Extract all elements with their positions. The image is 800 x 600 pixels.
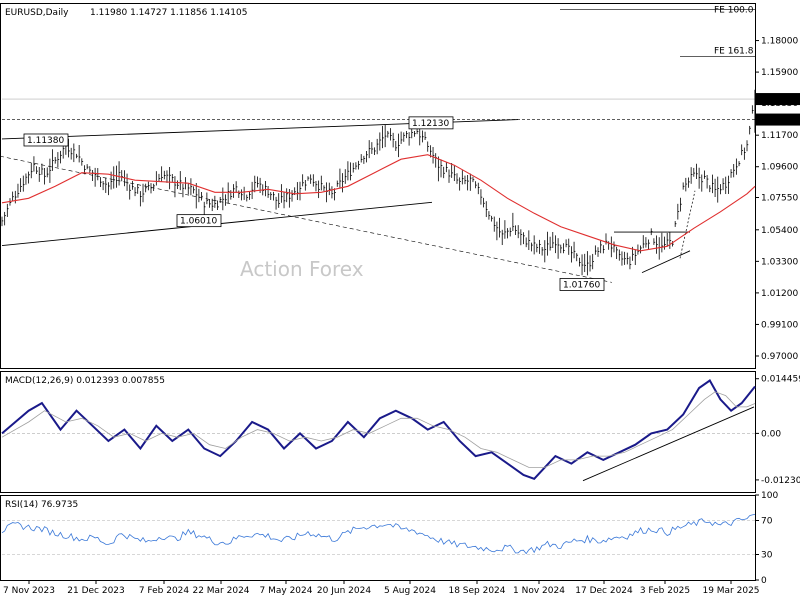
annotation-1-06010: 1.06010 [180,217,217,227]
rsi-y-tick-label: 100 [761,491,778,501]
breakout-line [679,190,696,259]
annotation-1-01760-box [559,278,605,291]
x-tick-label: 1 Nov 2024 [513,586,565,596]
macd-y-tick-label: 0.00 [761,429,781,439]
main-y-tick-label: 1.11700 [761,131,798,141]
macd-line [1,379,756,480]
rsi-y-tick-label: 0 [761,576,767,586]
annotation-1-06010-box [176,214,222,228]
rsi-pane-frame [0,495,756,581]
annotation-1-01760: 1.01760 [563,280,600,290]
macd-y-tick-label: 0.014459 [761,375,800,385]
macd-pane-frame [0,371,756,493]
dashed-trendline [0,155,613,283]
main-y-tick-label: 1.07550 [761,194,798,204]
macd-signal-line [1,391,756,468]
chart-ohlc: 1.11980 1.14727 1.11856 1.14105 [90,8,247,18]
main-y-tick-label: 1.01200 [761,289,798,299]
macd-title: MACD(12,26,9) 0.012393 0.007855 [5,376,165,386]
watermark: Action Forex [240,257,364,281]
macd-trendline [582,406,755,482]
current-price-label: 1.14105 [759,95,796,105]
x-tick-label: 21 Dec 2023 [67,586,125,596]
rsi-line [1,514,756,555]
current-price-box [756,93,800,106]
annotation-1-11380-box [23,133,69,147]
main-y-tick-label: 1.09600 [761,163,798,173]
x-tick-label: 7 May 2024 [260,586,313,596]
triangle-bottom-line [641,250,691,274]
main-y-tick-label: 1.05400 [761,226,798,236]
price-bars [1,99,757,276]
x-tick-label: 17 Dec 2024 [575,586,633,596]
main-y-tick-label: 1.18000 [761,37,798,47]
annotation-1-12130-box [408,116,454,130]
fe161-label: FE 161.8 [714,46,754,56]
rsi-title: RSI(14) 76.9735 [5,500,78,510]
main-y-tick-label: 0.97000 [761,352,798,362]
main-y-tick-label: 0.99100 [761,320,798,330]
annotation-1-12130: 1.12130 [412,119,449,129]
main-y-tick-label: 1.03300 [761,257,798,267]
rsi-y-tick-label: 30 [761,551,773,561]
x-tick-label: 5 Aug 2024 [384,586,436,596]
rsi-y-tick-label: 70 [761,517,773,527]
x-tick-label: 3 Feb 2025 [640,586,690,596]
x-tick-label: 18 Sep 2024 [448,586,505,596]
annotation-1-11380: 1.11380 [27,136,64,146]
moving-average-line [1,154,756,252]
main-pane-frame [0,3,756,369]
main-y-tick-label: 1.15900 [761,68,798,78]
x-tick-label: 19 Mar 2025 [702,586,759,596]
level-price-box [756,113,800,126]
x-tick-label: 22 Mar 2024 [192,586,249,596]
fe100-label: FE 100.0 [714,5,754,15]
x-tick-label: 7 Feb 2024 [139,586,190,596]
x-tick-label: 7 Nov 2023 [3,586,55,596]
chart-symbol: EURUSD,Daily [5,8,69,18]
macd-y-tick-label: -0.012303 [761,476,800,486]
level-price-label: 1.12740 [759,116,796,126]
x-tick-label: 20 Jun 2024 [317,586,371,596]
